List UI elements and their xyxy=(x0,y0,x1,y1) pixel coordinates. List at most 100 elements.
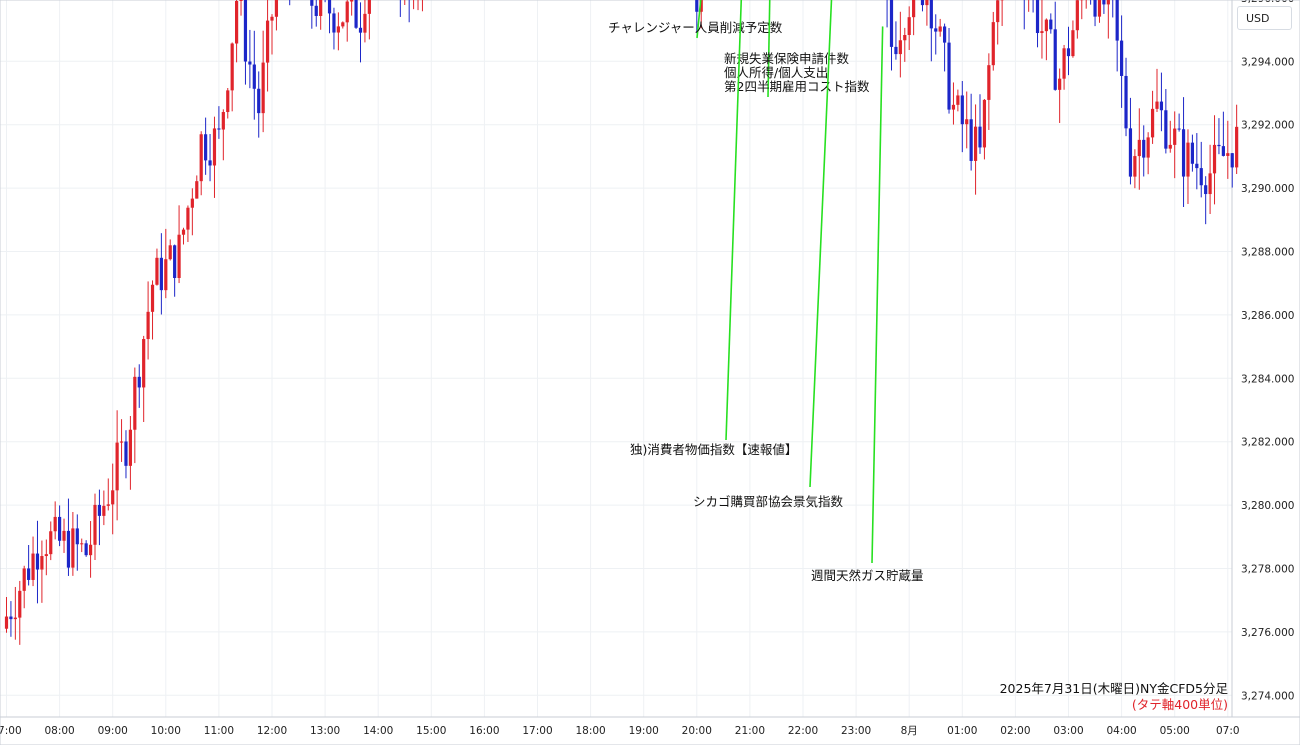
candle-body xyxy=(248,61,252,65)
x-tick-label: 12:00 xyxy=(257,725,287,737)
candle-body xyxy=(336,26,340,33)
candle-body xyxy=(1106,0,1110,5)
candle-body xyxy=(1221,146,1225,156)
candle-body xyxy=(1208,173,1212,195)
candle-body xyxy=(1168,144,1172,149)
candle-body xyxy=(88,544,93,556)
candle-body xyxy=(18,590,22,618)
candle-body xyxy=(115,442,119,491)
candle-body xyxy=(1190,142,1194,164)
candle-body xyxy=(991,22,995,66)
candle-body xyxy=(265,20,270,63)
x-tick-label: 03:00 xyxy=(1053,725,1083,737)
candle-body xyxy=(84,543,88,556)
event-label: チャレンジャー人員削減予定数 xyxy=(608,20,783,35)
x-tick-label: 07:0 xyxy=(1216,725,1240,737)
candle-body xyxy=(177,234,181,278)
candle-body xyxy=(1230,153,1234,168)
candle-body xyxy=(1212,144,1217,174)
candle-body xyxy=(102,505,106,516)
candle-body xyxy=(13,617,17,620)
candle-body xyxy=(1133,156,1137,177)
candle-body xyxy=(173,245,177,278)
candle-body xyxy=(186,207,190,230)
candle-body xyxy=(195,181,199,199)
candle-body xyxy=(1164,110,1168,149)
y-tick-label: 3,288.000 xyxy=(1241,247,1294,259)
candle-body xyxy=(124,441,128,466)
candle-body xyxy=(1137,139,1141,157)
y-tick-label: 3,278.000 xyxy=(1241,564,1294,576)
x-tick-label: 8月 xyxy=(901,725,918,737)
candle-body xyxy=(168,245,172,260)
x-tick-label: 16:00 xyxy=(469,725,499,737)
candle-body xyxy=(119,441,124,443)
x-tick-label: 14:00 xyxy=(363,725,393,737)
candle-body xyxy=(97,504,102,516)
candle-body xyxy=(1128,128,1133,177)
candle-body xyxy=(920,0,925,6)
candle-body xyxy=(951,104,956,110)
event-label: 独)消費者物価指数【速報値】 xyxy=(630,442,797,457)
candle-body xyxy=(354,0,358,28)
candle-body xyxy=(150,284,155,312)
event-label: 週間天然ガス貯蔵量 xyxy=(811,568,924,583)
candle-body xyxy=(973,126,978,161)
event-label: シカゴ購買部協会景気指数 xyxy=(693,494,844,509)
candle-body xyxy=(9,616,13,620)
currency-selector[interactable]: USD xyxy=(1237,6,1292,30)
candle-body xyxy=(699,0,703,12)
event-label: 第2四半期雇用コスト指数 xyxy=(724,79,870,94)
candle-body xyxy=(310,0,314,6)
candle-body xyxy=(695,0,699,12)
x-tick-label: 17:00 xyxy=(522,725,552,737)
candle-body xyxy=(1186,142,1190,177)
candle-body xyxy=(208,160,212,166)
candle-body xyxy=(221,112,225,130)
candle-body xyxy=(66,530,71,568)
x-tick-label: 21:00 xyxy=(735,725,765,737)
candle-body xyxy=(1053,29,1057,90)
candle-body xyxy=(106,504,110,506)
y-tick-label: 3,284.000 xyxy=(1241,373,1294,385)
candle-body xyxy=(62,530,66,541)
event-label: 個人所得/個人支出 xyxy=(724,65,828,80)
chart-caption: 2025年7月31日(木曜日)NY金CFD5分足 (タテ軸400単位) xyxy=(1000,681,1228,713)
candle-body xyxy=(1071,30,1075,57)
candle-body xyxy=(1150,108,1155,138)
x-tick-label: 22:00 xyxy=(788,725,818,737)
candle-body xyxy=(1097,0,1102,17)
candle-body xyxy=(319,0,323,16)
candle-body xyxy=(345,1,349,23)
candle-body xyxy=(894,46,898,55)
candle-body xyxy=(367,0,371,14)
candle-body xyxy=(146,311,150,340)
candle-body xyxy=(4,616,9,629)
candle-body xyxy=(314,5,318,16)
candle-body xyxy=(907,17,911,36)
y-tick-label: 3,290.000 xyxy=(1241,183,1294,195)
candle-body xyxy=(358,27,363,33)
candle-body xyxy=(190,198,194,208)
candle-body xyxy=(965,119,969,125)
candle-body xyxy=(111,490,115,505)
candle-body xyxy=(1195,163,1199,169)
candle-body xyxy=(1120,40,1124,76)
x-tick-label: 01:00 xyxy=(947,725,977,737)
candle-body xyxy=(40,556,44,570)
candle-body xyxy=(49,531,53,555)
candle-body xyxy=(35,553,40,570)
candle-body xyxy=(1181,129,1186,177)
x-tick-label: 05:00 xyxy=(1160,725,1190,737)
candle-body xyxy=(898,40,902,55)
y-tick-label: 3,296.000 xyxy=(1241,0,1294,5)
x-tick-label: 07:00 xyxy=(0,725,22,737)
candle-body xyxy=(1115,0,1119,41)
candle-body xyxy=(27,568,31,580)
candle-body xyxy=(1093,0,1097,17)
x-tick-label: 23:00 xyxy=(841,725,871,737)
x-tick-label: 15:00 xyxy=(416,725,446,737)
candle-body xyxy=(230,43,234,91)
